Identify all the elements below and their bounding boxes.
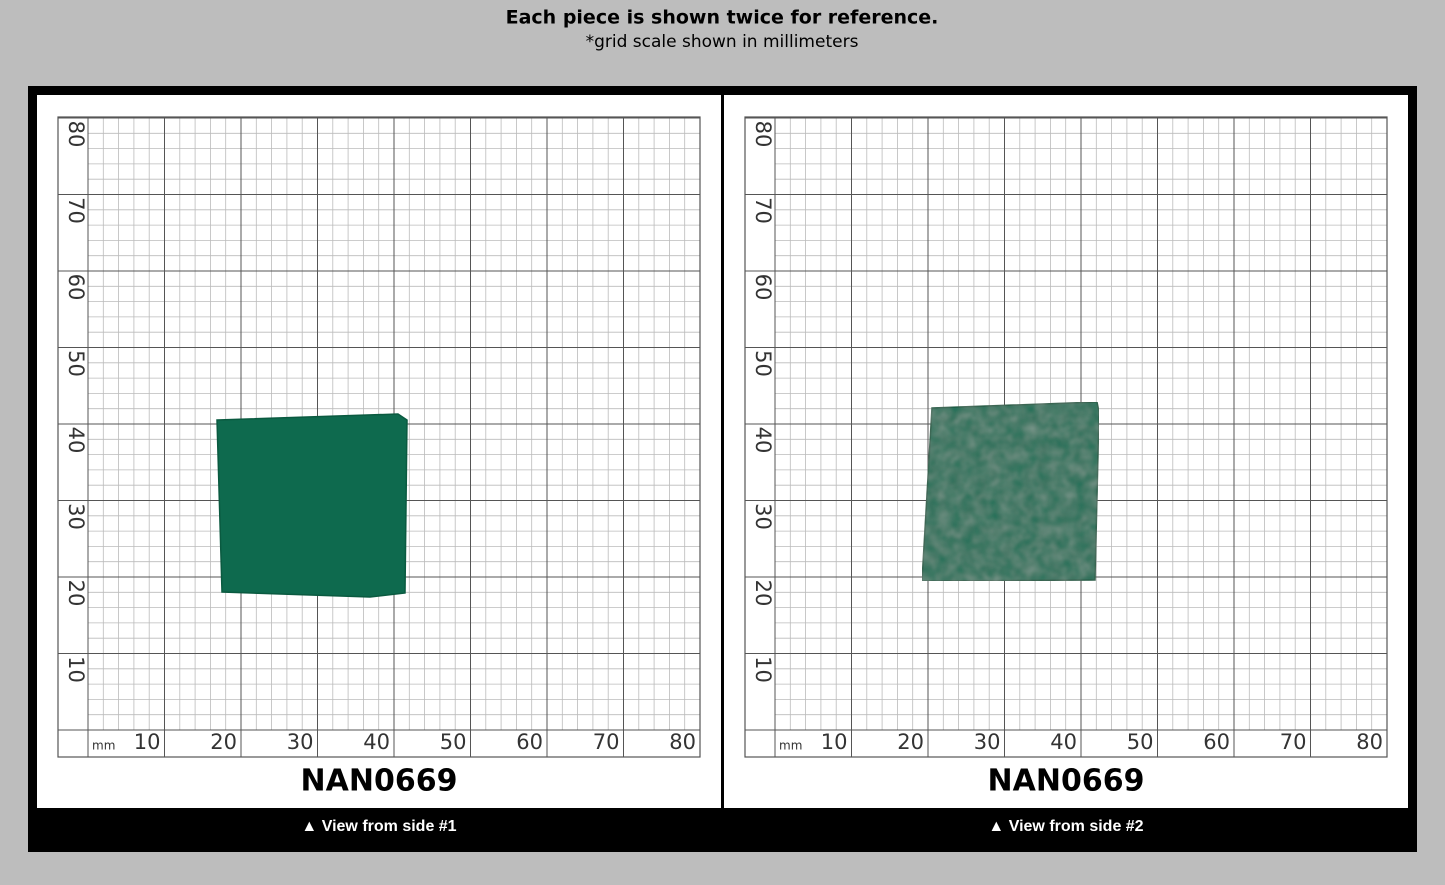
x-label: 60	[1203, 730, 1230, 754]
x-label: 30	[287, 730, 314, 754]
y-label: 30	[64, 503, 88, 530]
y-label: 30	[751, 503, 775, 530]
y-label: 80	[64, 121, 88, 148]
x-label: 10	[821, 730, 848, 754]
subtitle: *grid scale shown in millimeters	[586, 32, 859, 52]
caption: ▲ View from side #2	[988, 818, 1143, 835]
x-label: 60	[516, 730, 543, 754]
y-label: 70	[751, 197, 775, 224]
x-label: 30	[974, 730, 1001, 754]
caption: ▲ View from side #1	[301, 818, 456, 835]
x-label: 70	[1280, 730, 1307, 754]
y-label: 70	[64, 197, 88, 224]
title: Each piece is shown twice for reference.	[506, 7, 939, 29]
panels: 10 20 30 40 50 60 70 80 10 20 30 40 50 60 70 80 mm NAN066…	[37, 95, 1408, 835]
x-label: 80	[669, 730, 696, 754]
sku-label: NAN0669	[301, 764, 458, 799]
x-label: 20	[897, 730, 924, 754]
unit-label: mm	[779, 739, 802, 753]
y-label: 20	[64, 580, 88, 607]
y-label: 20	[751, 580, 775, 607]
panel: 10 20 30 40 50 60 70 80 10 20 30 40 50 60 70 80 mm NAN066…	[37, 95, 721, 835]
y-label: 80	[751, 121, 775, 148]
y-label: 40	[64, 427, 88, 454]
y-label: 10	[64, 656, 88, 683]
x-label: 20	[210, 730, 237, 754]
stone	[921, 401, 1100, 582]
unit-label: mm	[92, 739, 115, 753]
y-label: 50	[64, 350, 88, 377]
y-label: 50	[751, 350, 775, 377]
y-label: 60	[64, 274, 88, 301]
x-label: 40	[363, 730, 390, 754]
sku-label: NAN0669	[988, 764, 1145, 799]
y-label: 10	[751, 656, 775, 683]
x-label: 80	[1356, 730, 1383, 754]
y-label: 60	[751, 274, 775, 301]
y-label: 40	[751, 427, 775, 454]
x-label: 70	[593, 730, 620, 754]
x-label: 50	[1127, 730, 1154, 754]
x-label: 40	[1050, 730, 1077, 754]
x-label: 50	[440, 730, 467, 754]
stone	[216, 413, 408, 598]
x-label: 10	[134, 730, 161, 754]
panel: 10 20 30 40 50 60 70 80 10 20 30 40 50 60 70 80 mm NAN066…	[724, 95, 1408, 835]
